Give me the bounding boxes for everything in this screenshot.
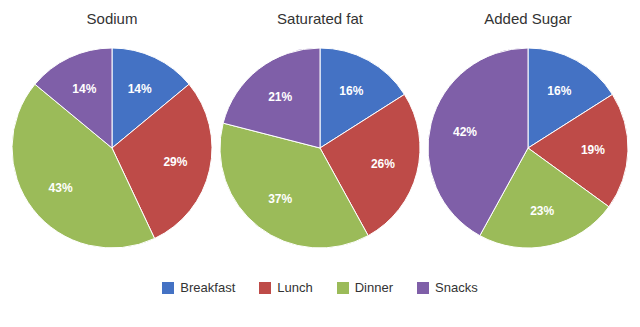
html-text:Snacks: Snacks: [435, 280, 478, 295]
svg-text:37%: 37%: [268, 192, 292, 206]
svg-text:16%: 16%: [339, 84, 363, 98]
svg-text:14%: 14%: [128, 82, 152, 96]
svg-text:29%: 29%: [163, 155, 187, 169]
html-text:Breakfast: Breakfast: [180, 280, 236, 295]
html-text:Added Sugar: Added Sugar: [484, 10, 572, 27]
html-text:Lunch: Lunch: [277, 280, 313, 295]
html-text:Dinner: Dinner: [354, 280, 393, 295]
svg-text:21%: 21%: [268, 90, 292, 104]
svg-text:19%: 19%: [581, 143, 605, 157]
svg-text:23%: 23%: [530, 204, 554, 218]
svg-text:42%: 42%: [453, 125, 477, 139]
html-text:Saturated fat: Saturated fat: [277, 10, 363, 27]
svg-text:43%: 43%: [49, 181, 73, 195]
html-text:Sodium: Sodium: [86, 10, 138, 27]
svg-text:16%: 16%: [547, 84, 571, 98]
svg-text:26%: 26%: [371, 157, 395, 171]
svg-text:14%: 14%: [72, 82, 96, 96]
